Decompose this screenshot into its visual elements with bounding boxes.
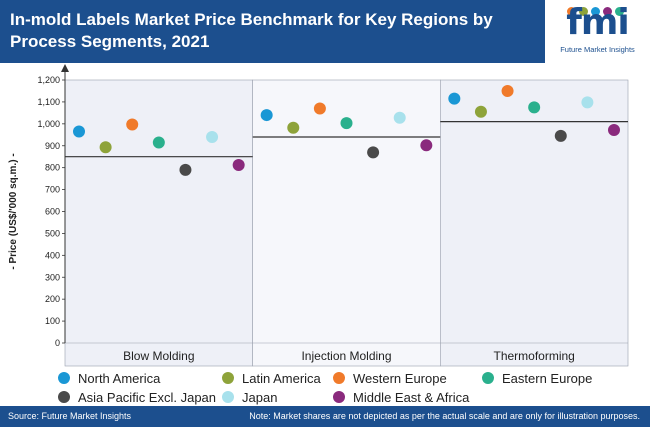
data-point [99,141,112,154]
data-point [340,117,353,130]
category-panel [440,79,629,367]
category-label: Injection Molding [301,349,391,363]
y-tick-label: 0 [55,338,60,348]
data-point [179,163,192,176]
y-tick-label: 1,100 [37,97,60,107]
y-tick-label: 100 [45,316,60,326]
legend-item: Japan [222,388,277,406]
y-axis-label: - Price (US$/'000 sq.m.) - [8,153,19,269]
y-tick-label: 800 [45,163,60,173]
footer-bar: Source: Future Market Insights Note: Mar… [0,406,650,427]
legend-label: Western Europe [353,370,447,386]
data-point [448,92,461,105]
legend-swatch-icon [222,391,234,403]
y-tick-label: 500 [45,228,60,238]
data-point [393,111,406,124]
data-point [528,101,541,114]
data-point [581,96,594,109]
data-point [287,121,300,134]
legend-swatch-icon [58,391,70,403]
data-point [501,84,514,97]
scatter-chart: Blow Molding Injection Molding Thermoformi… [8,64,629,367]
legend-label: Asia Pacific Excl. Japan [78,389,217,405]
y-tick-label: 300 [45,272,60,282]
legend-swatch-icon [58,372,70,384]
y-tick-label: 200 [45,294,60,304]
y-tick-label: 1,200 [37,75,60,85]
y-axis-arrow-icon [61,64,69,72]
data-point [126,118,139,131]
data-point [232,159,245,172]
logo-subtext: Future Market Insights [560,45,635,54]
legend-swatch-icon [333,391,345,403]
legend-item: Asia Pacific Excl. Japan [58,388,216,406]
legend-label: Eastern Europe [502,370,593,386]
category-panel [64,79,253,367]
chart-legend: North America Latin America Western Europe… [0,368,650,406]
chart-title: In-mold Labels Market Price Benchmark fo… [10,10,493,51]
legend-item: Western Europe [333,369,447,387]
y-tick-label: 600 [45,207,60,217]
header-banner: In-mold Labels Market Price Benchmark fo… [0,0,650,63]
legend-label: Middle East & Africa [353,389,470,405]
data-point [260,109,273,122]
legend-item: Latin America [222,369,321,387]
legend-label: Japan [242,389,278,405]
footer-note: Note: Market shares are not depicted as … [249,411,640,421]
data-point [554,129,567,142]
legend-swatch-icon [482,372,494,384]
legend-swatch-icon [222,372,234,384]
data-point [608,123,620,136]
legend-item: North America [58,369,160,387]
data-point [313,102,326,115]
data-point [420,139,433,152]
data-point [206,130,219,143]
logo-dots-icon [567,3,629,16]
legend-label: Latin America [242,370,321,386]
logo-text: fmi [566,2,630,43]
legend-label: North America [78,370,161,386]
fmi-logo: fmi Future Market Insights [545,0,650,63]
data-point [73,125,85,138]
category-label: Thermoforming [493,349,574,363]
category-label: Blow Molding [123,349,194,363]
legend-item: Middle East & Africa [333,388,469,406]
footer-source: Source: Future Market Insights [8,411,132,421]
y-tick-label: 400 [45,250,60,260]
data-point [367,146,380,159]
legend-item: Eastern Europe [482,369,592,387]
data-point [474,105,487,118]
legend-swatch-icon [333,372,345,384]
y-tick-label: 900 [45,141,60,151]
y-tick-label: 1,000 [37,119,60,129]
y-tick-label: 700 [45,185,60,195]
data-point [152,136,165,149]
